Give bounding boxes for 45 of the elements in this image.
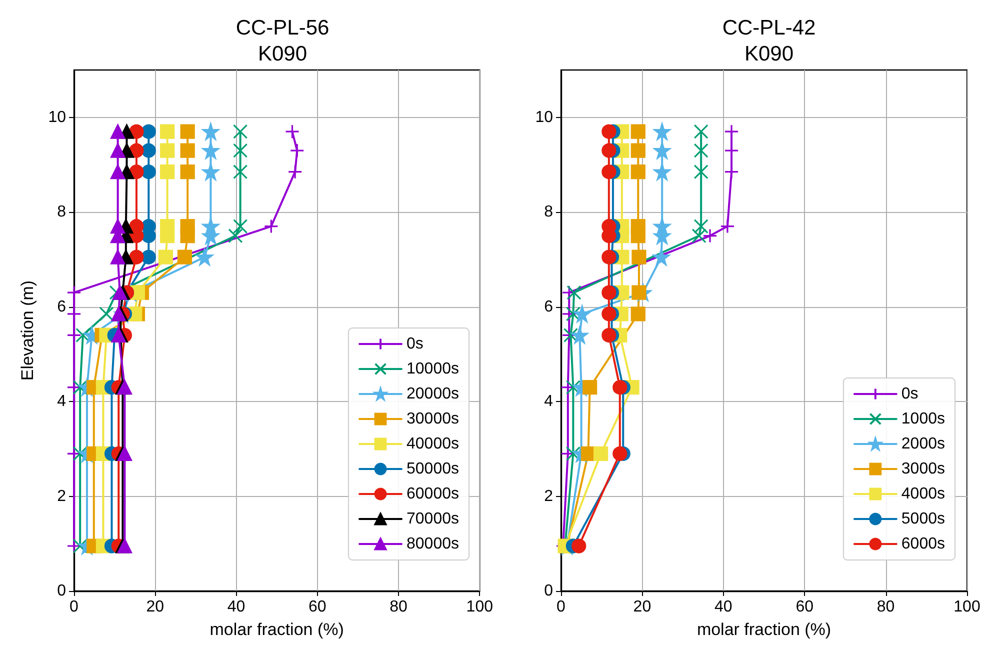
x-tick-label: 0 (70, 598, 79, 616)
x-tick-label: 20 (146, 598, 164, 616)
legend-label: 70000s (406, 510, 460, 528)
x-tick-label: 20 (633, 598, 652, 616)
x-tick-label: 80 (876, 598, 895, 616)
y-tick-label: 8 (57, 204, 66, 221)
y-tick-label: 2 (57, 488, 66, 505)
y-tick-label: 4 (57, 393, 66, 410)
x-tick-label: 40 (227, 598, 246, 616)
y-tick-label: 6 (544, 298, 554, 316)
legend-label: 10000s (406, 360, 460, 378)
y-tick-label: 2 (544, 488, 554, 505)
x-axis-title: molar fraction (%) (210, 620, 344, 639)
y-tick-label: 6 (57, 298, 66, 316)
chart-title: CC-PL-56 K090 (236, 16, 330, 66)
legend-label: 4000s (901, 486, 945, 502)
y-tick-label: 8 (544, 204, 554, 221)
legend-label: 2000s (901, 436, 945, 452)
y-tick-label: 4 (544, 393, 554, 410)
x-tick-label: 40 (714, 598, 732, 616)
legend-label: 40000s (406, 436, 460, 452)
x-tick-label: 80 (390, 598, 408, 616)
chart-title: CC-PL-42 K090 (722, 16, 816, 66)
legend-label: 20000s (406, 386, 460, 402)
x-tick-label: 60 (796, 598, 814, 616)
y-tick-label: 10 (48, 108, 66, 126)
x-tick-label: 100 (954, 598, 980, 616)
legend-label: 6000s (901, 536, 945, 552)
y-tick-label: 10 (535, 108, 554, 126)
x-tick-label: 60 (308, 598, 326, 616)
x-tick-label: 0 (556, 598, 566, 616)
legend-label: 5000s (901, 510, 945, 528)
legend-label: 50000s (406, 460, 460, 478)
legend-label: 60000s (406, 486, 460, 502)
legend-label: 0s (901, 386, 918, 402)
x-tick-label: 100 (466, 598, 494, 616)
x-axis-title: molar fraction (%) (696, 620, 832, 639)
legend-label: 30000s (406, 410, 460, 428)
y-tick-label: 0 (57, 582, 66, 600)
legend-label: 1000s (901, 410, 945, 428)
legend-label: 0s (406, 336, 424, 352)
y-tick-label: 0 (544, 582, 554, 600)
y-axis-title: Elevation (m) (18, 280, 37, 381)
legend-label: 80000s (406, 536, 460, 552)
legend-label: 3000s (901, 460, 945, 478)
